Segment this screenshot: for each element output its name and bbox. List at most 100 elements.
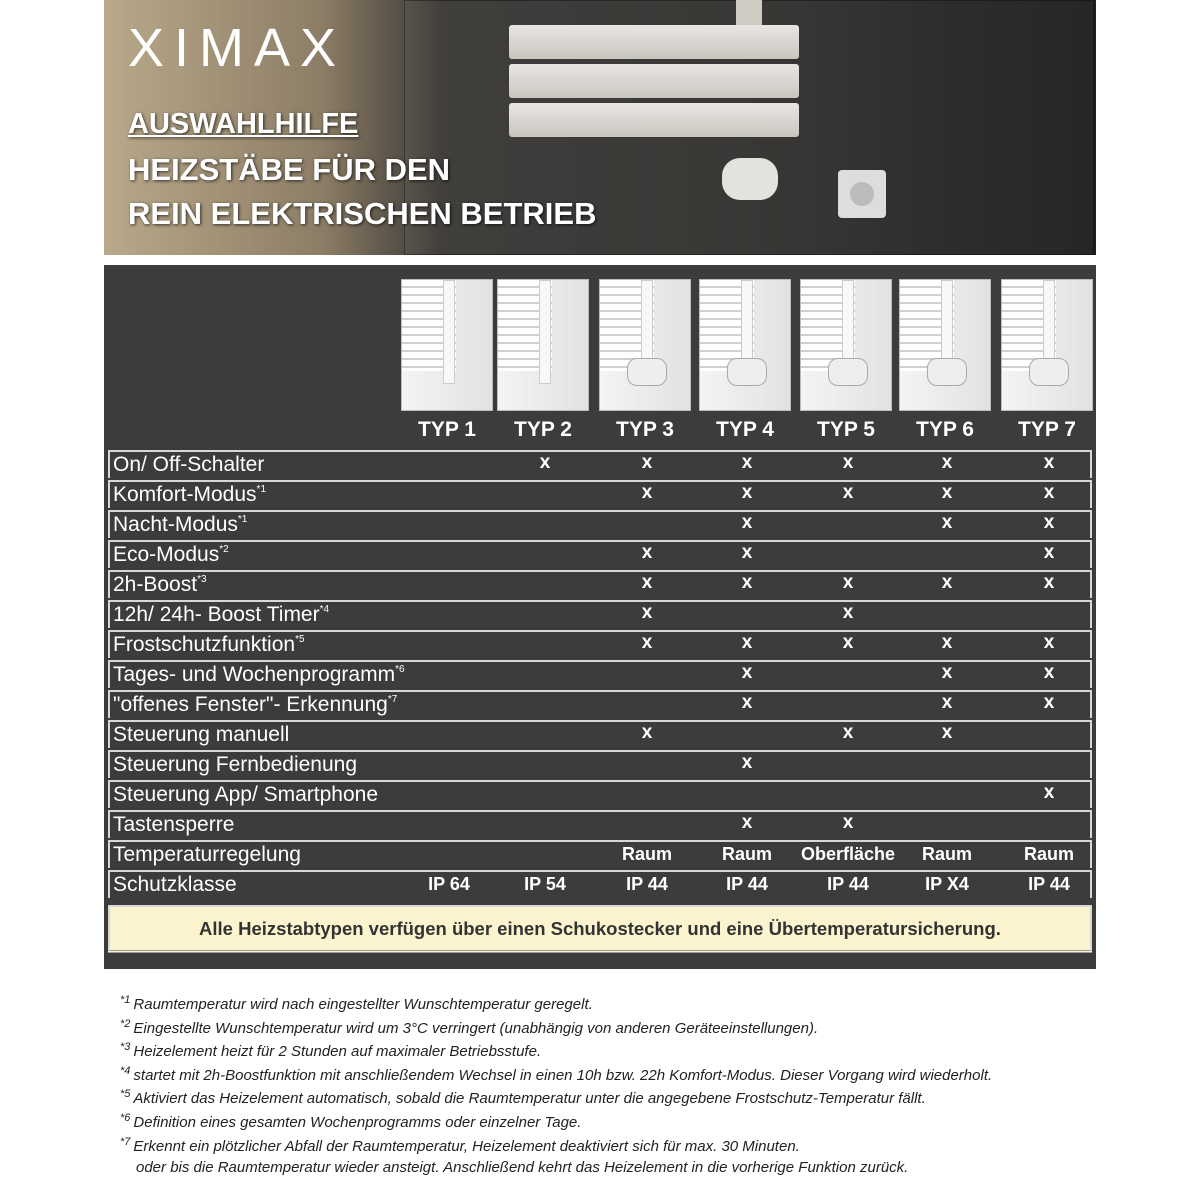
feature-mark: x <box>641 482 653 503</box>
cell-value: Oberfläche <box>800 844 896 864</box>
footnote: *2 Eingestellte Wunschtemperatur wird um … <box>120 1018 1100 1042</box>
table-row: "offenes Fenster"- Erkennung*7 x x x <box>108 690 1092 718</box>
row-label: Steuerung App/ Smartphone <box>113 783 378 807</box>
table-row: Steuerung App/ Smartphone x <box>108 780 1092 808</box>
table-row: 2h-Boost*3 x x x x x <box>108 570 1092 598</box>
feature-mark: x <box>1043 482 1055 503</box>
column-header: TYP 1 <box>418 418 476 441</box>
row-label-text: Tastensperre <box>113 813 235 836</box>
footnote-ref: *1 <box>237 514 248 525</box>
brand-logo: XIMAX <box>128 18 347 78</box>
cell-value: IP 44 <box>1028 874 1070 894</box>
footnote-text: Eingestellte Wunschtemperatur wird um 3°… <box>133 1019 819 1037</box>
feature-mark: x <box>741 692 753 713</box>
row-label-text: "offenes Fenster"- Erkennung <box>113 693 388 716</box>
feature-mark: x <box>741 542 753 563</box>
table-row: Temperaturregelung Raum Raum Oberfläche Raum… <box>108 840 1092 868</box>
feature-mark: x <box>941 692 953 713</box>
footnote: *7 Erkennt ein plötzlicher Abfall der Rau… <box>120 1136 1100 1160</box>
feature-mark: x <box>941 662 953 683</box>
footnote-mark: *4 <box>120 1064 131 1077</box>
footnote-mark: *1 <box>120 994 131 1006</box>
row-label-text: Frostschutzfunktion <box>113 633 296 656</box>
footnote-ref: *5 <box>295 634 305 645</box>
feature-mark: x <box>641 572 653 593</box>
footnote-ref: *4 <box>319 604 330 615</box>
cell-value: IP X4 <box>925 874 969 894</box>
table-row: Nacht-Modus*1 x x x <box>108 510 1092 538</box>
column-header: TYP 2 <box>514 418 572 441</box>
feature-mark: x <box>741 812 753 833</box>
footnote-ref: *6 <box>395 664 405 675</box>
socket-image <box>838 170 886 218</box>
row-label: Steuerung manuell <box>113 723 289 747</box>
feature-mark: x <box>641 452 653 473</box>
feature-mark: x <box>641 602 653 623</box>
feature-mark: x <box>741 572 753 593</box>
feature-mark: x <box>941 722 953 743</box>
footnote-text: Erkennt ein plötzlicher Abfall der Raumt… <box>133 1137 800 1155</box>
footnote-text: startet mit 2h-Boostfunktion mit anschli… <box>133 1066 993 1084</box>
headline-line-2: REIN ELEKTRISCHEN BETRIEB <box>128 196 597 231</box>
row-label-text: Steuerung manuell <box>113 723 290 746</box>
feature-mark: x <box>941 452 953 473</box>
feature-mark: x <box>941 512 953 533</box>
row-label-text: Steuerung Fernbedienung <box>113 753 358 776</box>
cell-value: Raum <box>621 844 672 864</box>
table-row: Komfort-Modus*1 x x x x x <box>108 480 1092 508</box>
feature-mark: x <box>641 722 653 743</box>
product-image-type-2 <box>497 279 589 411</box>
row-label-text: 12h/ 24h- Boost Timer <box>113 603 320 626</box>
footnote-mark: *7 <box>120 1135 131 1148</box>
feature-mark: x <box>741 452 753 473</box>
row-label-text: Tages- und Wochenprogramm <box>113 663 396 686</box>
cell-value: IP 44 <box>626 874 668 894</box>
feature-mark: x <box>941 482 953 503</box>
row-label: Schutzklasse <box>113 873 237 897</box>
cell-value: Raum <box>721 844 772 864</box>
feature-mark: x <box>539 452 551 473</box>
row-label: Frostschutzfunktion*5 <box>113 633 305 657</box>
footnote: *1 Raumtemperatur wird nach eingestellter… <box>120 994 1100 1018</box>
footnote-text: oder bis die Raumtemperatur wieder anste… <box>136 1159 909 1177</box>
feature-mark: x <box>842 572 854 593</box>
table-row: Schutzklasse IP 64 IP 54 IP 44 IP 44 IP 44 IP … <box>108 870 1092 898</box>
row-label-text: On/ Off-Schalter <box>113 453 265 476</box>
footnote-ref: *1 <box>256 484 266 495</box>
feature-mark: x <box>1043 542 1055 563</box>
feature-mark: x <box>1043 512 1055 533</box>
footnote-mark: *6 <box>120 1111 131 1124</box>
footnote-text: Raumtemperatur wird nach eingestellter W… <box>133 996 593 1013</box>
footnotes: *1 Raumtemperatur wird nach eingestellter… <box>120 994 1100 1183</box>
row-label: Tages- und Wochenprogramm*6 <box>113 663 405 687</box>
row-label-text: Temperaturregelung <box>113 843 301 866</box>
product-image-type-1 <box>401 279 493 411</box>
feature-mark: x <box>1043 662 1055 683</box>
feature-mark: x <box>641 542 653 563</box>
headline-line-1: HEIZSTÄBE FÜR DEN <box>128 152 451 187</box>
product-image-type-4 <box>699 279 791 411</box>
feature-mark: x <box>1043 782 1055 803</box>
product-image-type-3 <box>599 279 691 411</box>
row-label-text: Komfort-Modus <box>113 483 257 506</box>
feature-mark: x <box>741 752 753 773</box>
column-header: TYP 7 <box>1018 418 1076 441</box>
table-row: Frostschutzfunktion*5 x x x x x <box>108 630 1092 658</box>
table-row: Tastensperre x x <box>108 810 1092 838</box>
product-image-type-5 <box>800 279 892 411</box>
comparison-table: TYP 1 TYP 2 TYP 3 TYP 4 TYP 5 TYP 6 TYP 7 On/ O… <box>104 265 1096 969</box>
row-label-text: Steuerung App/ Smartphone <box>113 783 379 806</box>
footnote-mark: *3 <box>120 1041 131 1054</box>
hero-banner: XIMAX AUSWAHLHILFE HEIZSTÄBE FÜR DEN REI… <box>104 0 1096 255</box>
footnote-ref: *3 <box>197 574 207 585</box>
footnote-text: Aktiviert das Heizelement automatisch, s… <box>133 1090 926 1108</box>
cell-value: IP 44 <box>726 874 768 894</box>
feature-mark: x <box>741 482 753 503</box>
feature-mark: x <box>941 572 953 593</box>
feature-mark: x <box>842 602 854 623</box>
table-row: 12h/ 24h- Boost Timer*4 x x <box>108 600 1092 628</box>
cell-value: Raum <box>921 844 972 864</box>
feature-mark: x <box>1043 572 1055 593</box>
row-label: Komfort-Modus*1 <box>113 483 266 507</box>
row-label: On/ Off-Schalter <box>113 453 264 477</box>
